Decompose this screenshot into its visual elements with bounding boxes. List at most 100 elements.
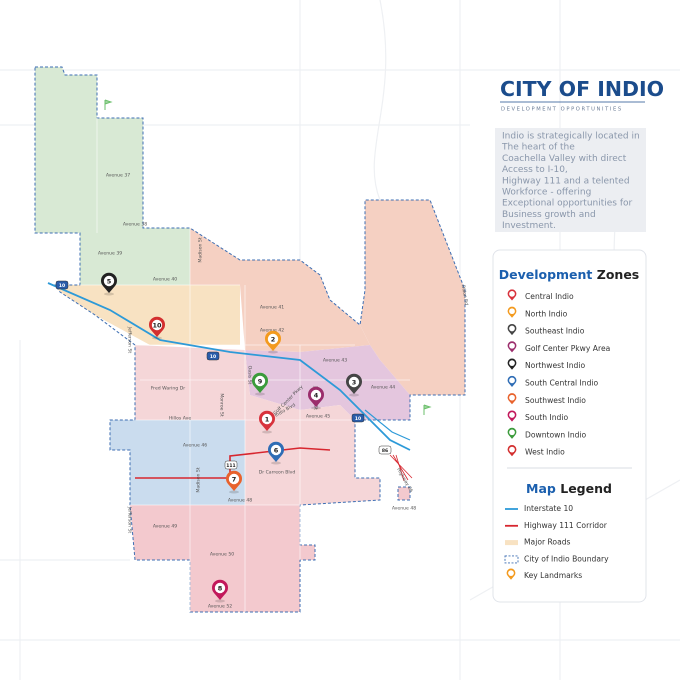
road-label: Avenue 41 bbox=[260, 305, 284, 311]
landmark-number: 7 bbox=[232, 475, 237, 483]
description-line: Coachella Valley with direct bbox=[502, 154, 627, 164]
highway-111 bbox=[135, 447, 331, 479]
zone-icon-center bbox=[509, 342, 515, 349]
road-label: Avenue 37 bbox=[106, 173, 130, 179]
route-shield bbox=[378, 445, 392, 455]
route-shield-label: 10 bbox=[355, 416, 361, 422]
labels-layer: Avenue 37 Avenue 38 Avenue 39 Avenue 40 Aven… bbox=[55, 173, 470, 610]
landmark-number: 6 bbox=[274, 446, 279, 454]
legend-item: City of Indio Boundary bbox=[524, 554, 609, 563]
landmark-pin-center bbox=[214, 582, 226, 594]
title: CITY OF INDIO bbox=[500, 77, 664, 101]
road-label: Monroe St bbox=[219, 393, 225, 416]
roads-layer bbox=[47, 118, 413, 612]
legend-icon-center bbox=[508, 570, 514, 576]
road-label: Madison St bbox=[198, 237, 204, 262]
road-label: Avenue 45 bbox=[306, 414, 330, 420]
landmark-number: 8 bbox=[218, 584, 223, 592]
route-shield bbox=[206, 351, 220, 361]
road-label: Avenue 42 bbox=[260, 328, 284, 334]
description-line: Investment. bbox=[502, 221, 556, 231]
interstate-10 bbox=[364, 409, 411, 441]
city-boundary bbox=[34, 66, 466, 613]
description-line: Exceptional opportunities for bbox=[502, 199, 633, 209]
landmark-number: 4 bbox=[314, 391, 319, 399]
pins-layer: 1 2 3 4 5 6 7 8 9 10 bbox=[101, 99, 432, 603]
pin-shadow bbox=[229, 490, 239, 494]
landmark-number: 9 bbox=[258, 377, 263, 385]
road-label: Avenue 48 bbox=[392, 506, 416, 512]
route-shield bbox=[351, 413, 365, 423]
road-label: Dr Carreon Blvd bbox=[259, 470, 296, 476]
landmark-number: 5 bbox=[107, 277, 112, 285]
road-label: Avenue 38 bbox=[123, 222, 147, 228]
road-label: Hillos Ave bbox=[169, 416, 192, 422]
road-label: Fred Waring Dr bbox=[151, 386, 185, 392]
legend-item: Interstate 10 bbox=[524, 504, 573, 513]
zone-item: South Central Indio bbox=[525, 379, 599, 388]
description-line: Indio is strategically located in bbox=[502, 132, 640, 142]
city-boundary bbox=[397, 486, 411, 501]
landmark-number: 2 bbox=[271, 335, 276, 343]
landmark-pin-center bbox=[228, 473, 240, 485]
description-box bbox=[495, 128, 646, 232]
zone-icon-center bbox=[509, 429, 515, 436]
zone-item: Southwest Indio bbox=[525, 396, 586, 405]
zone-icon-center bbox=[509, 412, 515, 418]
road-label: Avenue 40 bbox=[153, 277, 177, 283]
highway-86 bbox=[389, 454, 413, 482]
landmark-pin-center bbox=[310, 389, 322, 401]
legend-heading-accent: Map bbox=[526, 481, 556, 496]
road-label: Dillon Rd bbox=[460, 284, 470, 305]
zone-area bbox=[35, 67, 190, 285]
landmark-pin-center bbox=[267, 333, 279, 345]
interstate-10 bbox=[47, 282, 411, 451]
route-shield-label: 10 bbox=[210, 354, 216, 360]
road-label: Avenue 52 bbox=[208, 604, 232, 610]
landmark-pin-center bbox=[348, 376, 360, 388]
route-shield-label: 111 bbox=[226, 463, 235, 469]
road-label: Avenue 43 bbox=[323, 358, 347, 364]
zone-item: South Indio bbox=[525, 413, 568, 422]
description-line: The heart of the bbox=[501, 143, 575, 153]
legend-icon bbox=[505, 540, 518, 546]
zone-icon-center bbox=[509, 325, 515, 332]
landmark-pin-center bbox=[270, 444, 282, 456]
zone-icon-center bbox=[509, 377, 515, 384]
road-label: Avenue 50 bbox=[210, 552, 234, 558]
zone-item: Downtown Indio bbox=[525, 430, 587, 439]
landmark-pin-center bbox=[103, 275, 115, 287]
zones-heading: Development Zones bbox=[499, 267, 640, 282]
zone-item: Northwest Indio bbox=[525, 361, 585, 370]
road-label: Oasis St bbox=[247, 366, 253, 385]
pin-shadow bbox=[311, 406, 321, 410]
zone-area bbox=[130, 505, 315, 612]
zone-icon-center bbox=[509, 291, 515, 297]
road-label: Avenue 48 bbox=[228, 498, 252, 504]
road-label: Madison St bbox=[196, 467, 202, 492]
landmark-number: 1 bbox=[265, 415, 270, 423]
zone-icon-center bbox=[509, 360, 515, 366]
zone-item: Golf Center Pkwy Area bbox=[525, 344, 610, 353]
zones-layer bbox=[34, 66, 466, 613]
landmark-number: 3 bbox=[352, 378, 357, 386]
landmark-pin-center bbox=[254, 375, 266, 387]
landmark-number: 10 bbox=[152, 321, 162, 329]
road-label: Avenue 46 bbox=[183, 443, 207, 449]
road-label: Avenue 39 bbox=[98, 251, 122, 257]
zones-heading-rest: Zones bbox=[597, 267, 639, 282]
zone-icon-center bbox=[509, 394, 515, 401]
description-line: Access to I-10, bbox=[502, 165, 568, 175]
zone-item: Central Indio bbox=[525, 292, 574, 301]
zones-heading-accent: Development bbox=[499, 267, 593, 282]
pin-shadow bbox=[255, 392, 265, 396]
road-label: Avenue 49 bbox=[153, 524, 177, 530]
route-shield bbox=[224, 460, 238, 470]
description-line: Business growth and bbox=[502, 210, 596, 220]
legend-item: Highway 111 Corridor bbox=[524, 521, 608, 530]
landmark-pin-center bbox=[151, 319, 163, 331]
pin-shadow bbox=[104, 292, 114, 296]
pin-shadow bbox=[152, 336, 162, 340]
